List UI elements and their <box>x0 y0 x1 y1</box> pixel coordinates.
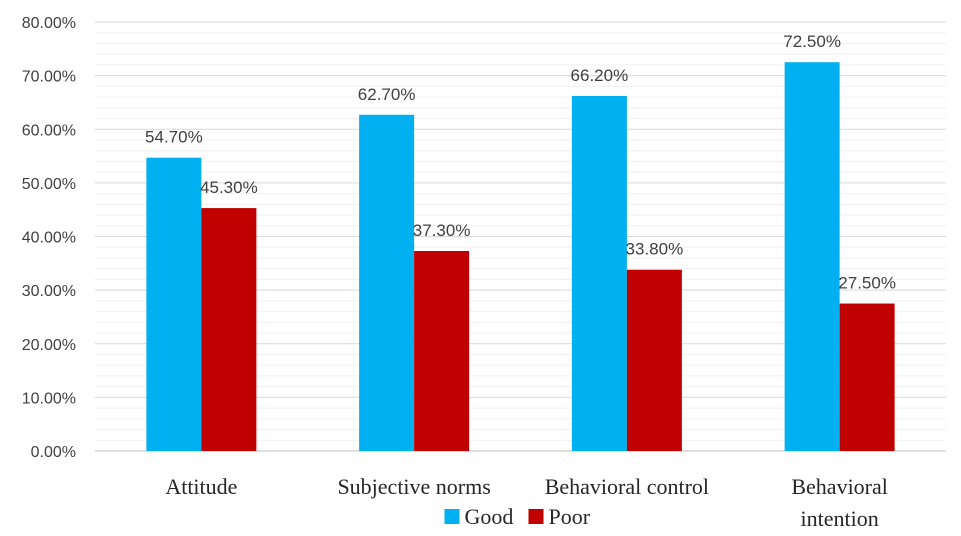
x-category-label-line: intention <box>801 506 879 531</box>
bar-poor <box>414 250 470 451</box>
x-category-label: Attitude <box>165 474 237 499</box>
bar-poor <box>626 269 682 451</box>
x-category-label-line: Attitude <box>165 474 237 499</box>
legend-swatch-good <box>444 509 460 524</box>
y-tick-label: 20.00% <box>22 337 76 354</box>
x-category-label: Behavioral control <box>545 474 709 499</box>
data-label: 54.70% <box>145 128 203 147</box>
x-axis-category-labels: Attitude Subjective norms Behavioral contr… <box>165 474 888 531</box>
bar-good <box>146 157 202 451</box>
data-label: 37.30% <box>413 221 471 240</box>
data-label: 72.50% <box>783 32 841 51</box>
legend: Good Poor <box>444 504 591 529</box>
legend-swatch-poor <box>528 509 544 524</box>
bar-poor <box>201 208 257 451</box>
y-tick-label: 70.00% <box>22 69 76 86</box>
bar-good <box>571 96 627 451</box>
x-category-label: Behavioral intention <box>791 474 888 531</box>
bar-good <box>359 114 415 452</box>
legend-label-good: Good <box>465 504 514 529</box>
x-category-label-line: Behavioral control <box>545 474 709 499</box>
y-tick-label: 50.00% <box>22 176 76 193</box>
y-tick-label: 30.00% <box>22 283 76 300</box>
y-tick-label: 80.00% <box>22 15 76 32</box>
y-tick-label: 10.00% <box>22 390 76 407</box>
data-label: 66.20% <box>571 66 629 85</box>
y-tick-label: 60.00% <box>22 122 76 139</box>
data-label: 45.30% <box>200 178 258 197</box>
data-label: 62.70% <box>358 85 416 104</box>
x-category-label-line: Subjective norms <box>337 474 490 499</box>
bars <box>146 62 895 452</box>
bar-poor <box>839 303 895 451</box>
y-tick-label: 0.00% <box>31 444 76 461</box>
bar-good <box>784 62 840 451</box>
y-axis-tick-labels: 0.00% 10.00% 20.00% 30.00% 40.00% 50.00% 60.00… <box>22 15 76 461</box>
x-category-label: Subjective norms <box>337 474 490 499</box>
y-tick-label: 40.00% <box>22 230 76 247</box>
data-label: 33.80% <box>626 240 684 259</box>
legend-label-poor: Poor <box>549 504 591 529</box>
x-category-label-line: Behavioral <box>791 474 888 499</box>
data-label: 27.50% <box>838 274 896 293</box>
data-labels: 54.70% 45.30% 62.70% 37.30% 66.20% 33.80% 72.5… <box>145 32 896 292</box>
